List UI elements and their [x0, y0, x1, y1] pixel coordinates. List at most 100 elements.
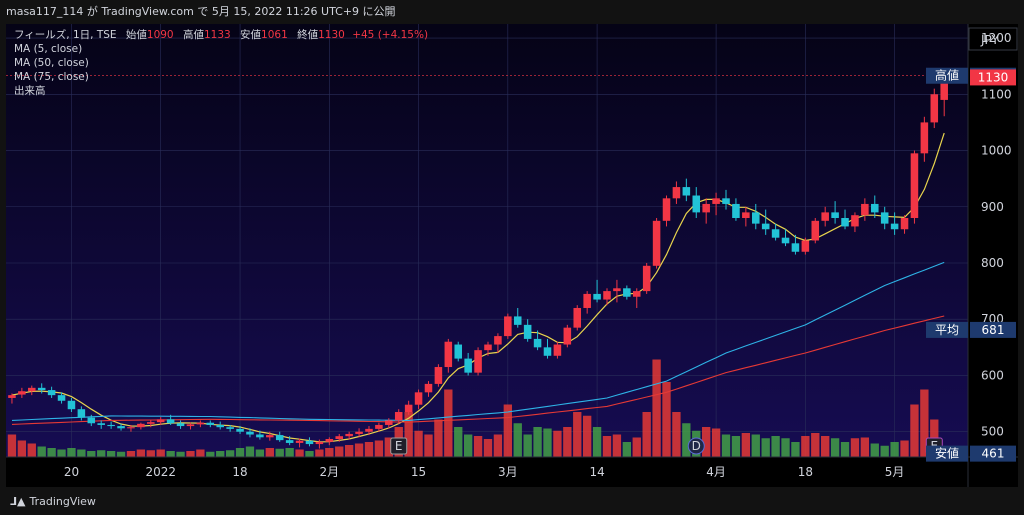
candle-body [563, 327, 572, 345]
high-label: 高値 [182, 29, 204, 41]
y-tick-label: 800 [981, 256, 1004, 270]
candle-body [573, 307, 582, 328]
volume-bar [493, 434, 503, 457]
volume-bar [67, 448, 76, 457]
volume-bar [364, 442, 374, 457]
candle-body [593, 293, 601, 300]
indicator-ma75[interactable]: MA (75, close) [14, 71, 89, 83]
price-tag-box [970, 445, 1016, 462]
candle-body [672, 187, 681, 199]
candle-body [375, 424, 383, 429]
change-value: +45 (+4.15%) [352, 29, 429, 41]
candle-body [642, 265, 651, 292]
candle-body [930, 94, 939, 123]
x-tick-label: 15 [411, 465, 426, 479]
candle-body [365, 428, 373, 432]
dividend-marker[interactable] [687, 437, 705, 455]
volume-bar [583, 415, 592, 457]
candle-body [305, 440, 314, 445]
volume-bar [731, 436, 741, 457]
volume-bar [890, 442, 899, 457]
indicator-ma5[interactable]: MA (5, close) [14, 43, 83, 55]
volume-bar [325, 448, 334, 457]
volume-bar [17, 440, 27, 457]
volume-bar [285, 448, 294, 457]
candle-body [851, 215, 859, 227]
candle-body [692, 195, 701, 213]
volume-bar [751, 434, 760, 457]
ma50-line [11, 261, 945, 421]
candle-body [841, 218, 849, 227]
volume-bar [374, 440, 384, 457]
volume-bar [97, 450, 106, 457]
time-axis[interactable]: 20 2022 18 2月 15 3月 14 4月 18 5月 [64, 465, 905, 479]
volume-bar [434, 419, 443, 457]
volume-bar [632, 437, 641, 457]
attribution-bar: masa117_114 が TradingView.com で 5月 15, 2… [0, 0, 1024, 24]
candle-body [742, 212, 750, 219]
y-tick-label: 600 [981, 368, 1004, 382]
volume-bar [27, 443, 36, 457]
candle-body [404, 404, 413, 413]
candle-body [236, 428, 244, 432]
candle-body [216, 424, 224, 428]
candle-body [504, 316, 512, 337]
currency-box [968, 27, 1018, 51]
candle-body [682, 187, 691, 196]
volume-bar [166, 451, 175, 457]
volume-bar [870, 443, 879, 457]
y-tick-label: 1200 [981, 31, 1012, 45]
volume-bar [553, 430, 562, 457]
volume-bar [126, 451, 136, 457]
volume-bar [602, 436, 612, 457]
candle-body [77, 409, 86, 418]
candle-body [523, 324, 532, 339]
volume-bar [37, 446, 46, 457]
volume-bar [424, 434, 433, 457]
volume-bar [454, 427, 463, 457]
candle-body [355, 431, 363, 434]
candle-body [18, 391, 26, 395]
volume-bar [315, 449, 324, 457]
candle-body [464, 358, 472, 373]
volume-bar [702, 427, 711, 457]
volume-bar [563, 427, 572, 457]
candle-body [722, 198, 730, 204]
close-value: 1130 [318, 29, 345, 41]
chart-legend: フィールズ, 1日, TSE 始値1090 高値1133 安値1061 終値11… [14, 28, 428, 98]
candle-body [831, 212, 839, 219]
volume-bar [622, 442, 632, 457]
candle-body [543, 347, 552, 356]
price-tag-box [970, 69, 1016, 86]
candle-body [385, 420, 393, 425]
volume-bar [136, 449, 146, 457]
volume-bar [146, 450, 155, 457]
candle-body [613, 288, 621, 292]
tradingview-logo-text: TradingView [29, 495, 96, 508]
volume-bar [543, 428, 552, 457]
volume-bar [523, 434, 532, 457]
volume-bar [156, 449, 165, 457]
ohlc-row: フィールズ, 1日, TSE 始値1090 高値1133 安値1061 終値11… [14, 28, 428, 42]
candle-body [603, 291, 611, 300]
currency-label: JPY [980, 33, 1000, 47]
indicator-ma50[interactable]: MA (50, close) [14, 57, 89, 69]
candle-body [206, 422, 215, 425]
volume-bar [245, 446, 255, 457]
tradingview-logo[interactable]: ⅃▲ TradingView [10, 495, 96, 508]
indicator-volume[interactable]: 出来高 [14, 85, 46, 97]
candle-body [295, 440, 304, 443]
candle-body [127, 427, 135, 429]
volume-bar [503, 404, 512, 457]
candle-body [166, 419, 175, 424]
candle-body [345, 433, 353, 437]
candle-body [761, 223, 770, 230]
earnings-marker[interactable] [390, 437, 408, 455]
volume-bar [344, 445, 354, 457]
candle-body [156, 419, 165, 423]
candle-body [67, 400, 76, 410]
volume-bar [592, 427, 602, 457]
